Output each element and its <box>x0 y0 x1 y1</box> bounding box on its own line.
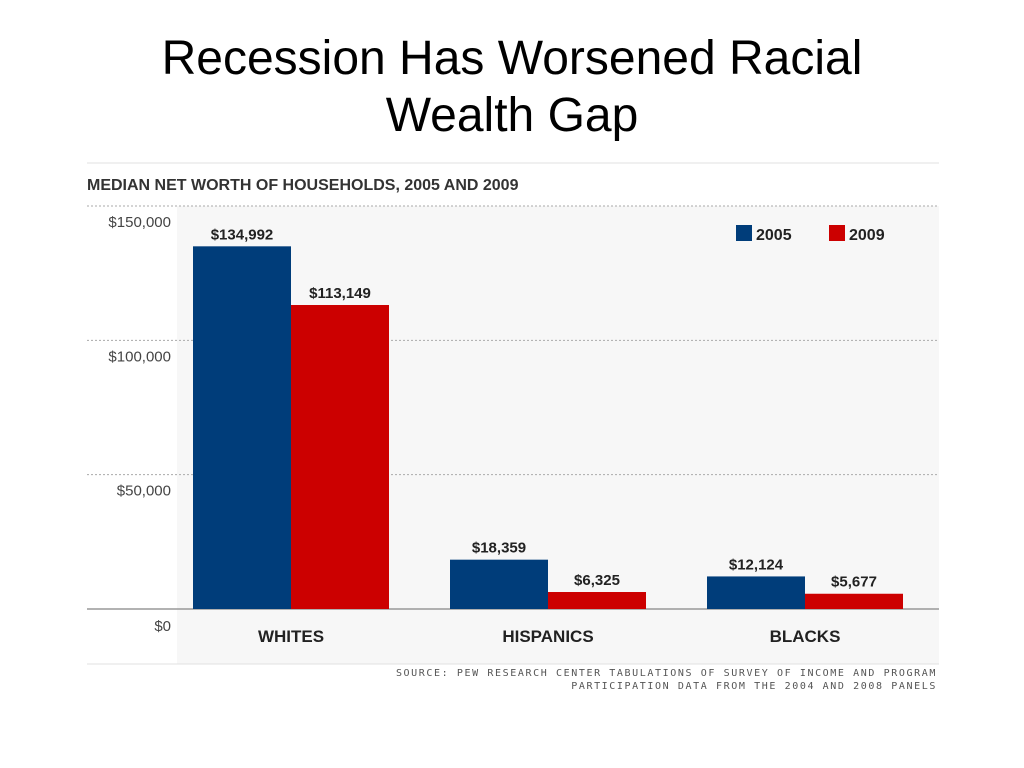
chart-title: MEDIAN NET WORTH OF HOUSEHOLDS, 2005 AND… <box>87 177 519 194</box>
x-tick-label: WHITES <box>258 627 324 646</box>
chart-header-background <box>87 162 939 206</box>
bar-value-labels: $134,992 $113,149 $18,359 $6,325 $12,124 $5,6… <box>211 226 877 590</box>
y-tick-label: $0 <box>154 618 171 635</box>
bar-value-label: $134,992 <box>211 226 274 243</box>
slide-title-line-1: Recession Has Worsened Racial <box>161 32 863 85</box>
bars <box>193 246 903 610</box>
x-axis-category-labels: WHITES HISPANICS BLACKS <box>258 627 840 646</box>
legend-label: 2009 <box>849 227 885 244</box>
bar-value-label: $6,325 <box>574 572 620 589</box>
bar <box>193 246 291 610</box>
y-tick-label: $50,000 <box>117 483 171 500</box>
bar-value-label: $113,149 <box>309 285 371 302</box>
legend-label: 2005 <box>756 227 792 244</box>
bar <box>707 576 805 609</box>
legend-swatch <box>736 225 752 241</box>
bar-value-label: $18,359 <box>472 540 526 557</box>
legend-swatch <box>829 225 845 241</box>
bar <box>450 559 548 609</box>
source-note-line-2: PARTICIPATION DATA FROM THE 2004 AND 200… <box>571 681 937 692</box>
x-tick-label: BLACKS <box>770 627 841 646</box>
bar-value-label: $12,124 <box>729 556 784 573</box>
slide-title-line-2: Wealth Gap <box>385 89 639 142</box>
legend: 2005 2009 <box>736 225 885 244</box>
slide-title: Recession Has Worsened Racial Wealth Gap <box>0 30 1024 144</box>
bar <box>291 305 389 609</box>
axis-area-background <box>87 206 177 664</box>
source-note-line-1: SOURCE: PEW RESEARCH CENTER TABULATIONS … <box>396 668 937 679</box>
bar-value-label: $5,677 <box>831 574 877 591</box>
y-tick-label: $150,000 <box>108 214 171 231</box>
bar <box>805 593 903 609</box>
y-axis-tick-labels: $0 $50,000 $100,000 $150,000 <box>108 214 171 635</box>
y-tick-label: $100,000 <box>108 348 171 365</box>
x-tick-label: HISPANICS <box>502 627 593 646</box>
bar <box>548 592 646 609</box>
